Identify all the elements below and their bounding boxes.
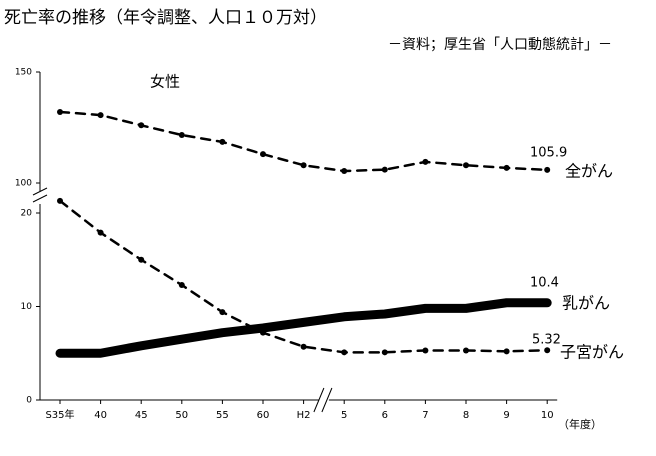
point (219, 138, 226, 145)
x-tick-label: 5 (341, 410, 347, 421)
point (178, 132, 185, 139)
x-tick-label: 7 (422, 410, 428, 421)
point (99, 352, 102, 355)
series-line (58, 110, 549, 173)
x-tick-label: 9 (503, 410, 509, 421)
point (302, 321, 305, 324)
point (260, 329, 266, 336)
series-label: 全がん (565, 162, 613, 181)
point (300, 162, 307, 169)
point (97, 112, 104, 119)
point (422, 158, 429, 165)
x-tick-label: 45 (135, 410, 148, 421)
point (341, 349, 348, 356)
annotation: 女性 (150, 73, 180, 91)
x-axis-break (313, 387, 325, 413)
series-line (58, 199, 549, 354)
point (503, 164, 510, 171)
chart-title: 死亡率の推移（年令調整、人口１０万対） (4, 8, 327, 28)
point (463, 347, 469, 354)
point (138, 122, 145, 129)
axis-break (32, 187, 48, 196)
point (97, 229, 104, 236)
point (544, 347, 551, 354)
point (138, 256, 145, 263)
axis-break (32, 194, 48, 203)
y-tick-label: 100 (15, 179, 32, 189)
x-tick-label: 10 (541, 410, 554, 421)
y-tick-label: 10 (21, 302, 33, 312)
point (383, 312, 386, 315)
point (300, 343, 307, 350)
value-label: 5.32 (532, 333, 561, 348)
x-tick-label: 40 (94, 410, 107, 421)
x-tick-label: 8 (463, 410, 469, 421)
point (57, 197, 63, 204)
point (59, 352, 61, 355)
point (343, 315, 346, 318)
series-label: 子宮がん (560, 343, 624, 362)
x-tick-label: H2 (297, 410, 311, 421)
point (463, 162, 469, 169)
point (381, 166, 388, 173)
y-tick-label: 20 (21, 209, 33, 219)
point (422, 347, 429, 354)
point (140, 344, 143, 347)
point (544, 166, 551, 173)
y-tick-label: 0 (26, 396, 32, 406)
series-label: 乳がん (562, 294, 610, 313)
point (219, 309, 226, 316)
point (57, 108, 63, 115)
x-tick-label: S35年 (45, 408, 74, 421)
point (546, 301, 549, 304)
point (381, 349, 388, 356)
point (262, 327, 264, 330)
y-tick-label: 150 (15, 68, 32, 78)
point (180, 338, 183, 341)
x-tick-label: 50 (175, 410, 188, 421)
value-label: 10.4 (530, 276, 559, 291)
point (503, 348, 510, 355)
x-axis-break (321, 387, 333, 413)
x-tick-label: 55 (216, 410, 229, 421)
point (260, 151, 266, 158)
point (465, 307, 467, 310)
value-label: 105.9 (530, 146, 567, 161)
point (341, 168, 348, 175)
point (424, 307, 427, 310)
x-tick-label: 6 (382, 410, 388, 421)
x-unit: （年度） (558, 417, 602, 431)
x-tick-label: 60 (257, 410, 270, 421)
point (221, 331, 224, 334)
chart-subtitle: －資料；厚生省「人口動態統計」－ (388, 37, 612, 53)
point (178, 281, 185, 288)
point (505, 301, 508, 304)
